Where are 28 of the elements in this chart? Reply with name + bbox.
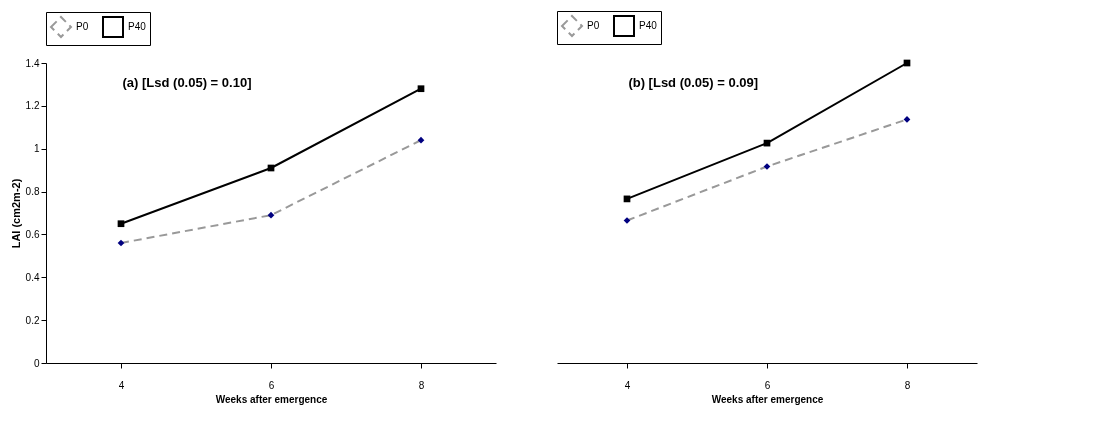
y-axis-title: LAI (cm2m-2) [9,178,22,249]
point [117,239,125,247]
y-tick-label: 0.8 [25,186,40,198]
x-tick-label: 8 [418,379,425,391]
annotation: (b) [Lsd (0.05) = 0.09] [628,75,759,90]
legend-label: P40 [128,21,147,32]
legend-label: P0 [76,21,89,32]
y-tick-label: 1.2 [25,100,40,112]
point [417,136,425,144]
y-tick-label: 0.6 [25,228,40,240]
x-axis-title: Weeks after emergence [711,393,824,405]
x-tick-label: 6 [764,379,771,391]
x-tick-label: 4 [624,379,631,391]
legend-label: P0 [587,20,600,31]
y-tick-label: 0.2 [25,314,40,326]
point [417,85,425,93]
legend-label: P40 [639,20,658,31]
y-tick-label: 0 [33,357,40,369]
point [117,220,125,228]
x-tick-label: 4 [118,379,125,391]
x-tick-label: 6 [268,379,275,391]
y-tick-label: 0.4 [25,271,40,283]
x-axis-title: Weeks after emergence [215,393,328,405]
y-tick-label: 1.4 [25,57,40,69]
x-tick-label: 8 [904,379,911,391]
annotation: (a) [Lsd (0.05) = 0.10] [122,75,252,90]
y-tick-label: 1 [33,143,40,155]
point [267,211,275,219]
